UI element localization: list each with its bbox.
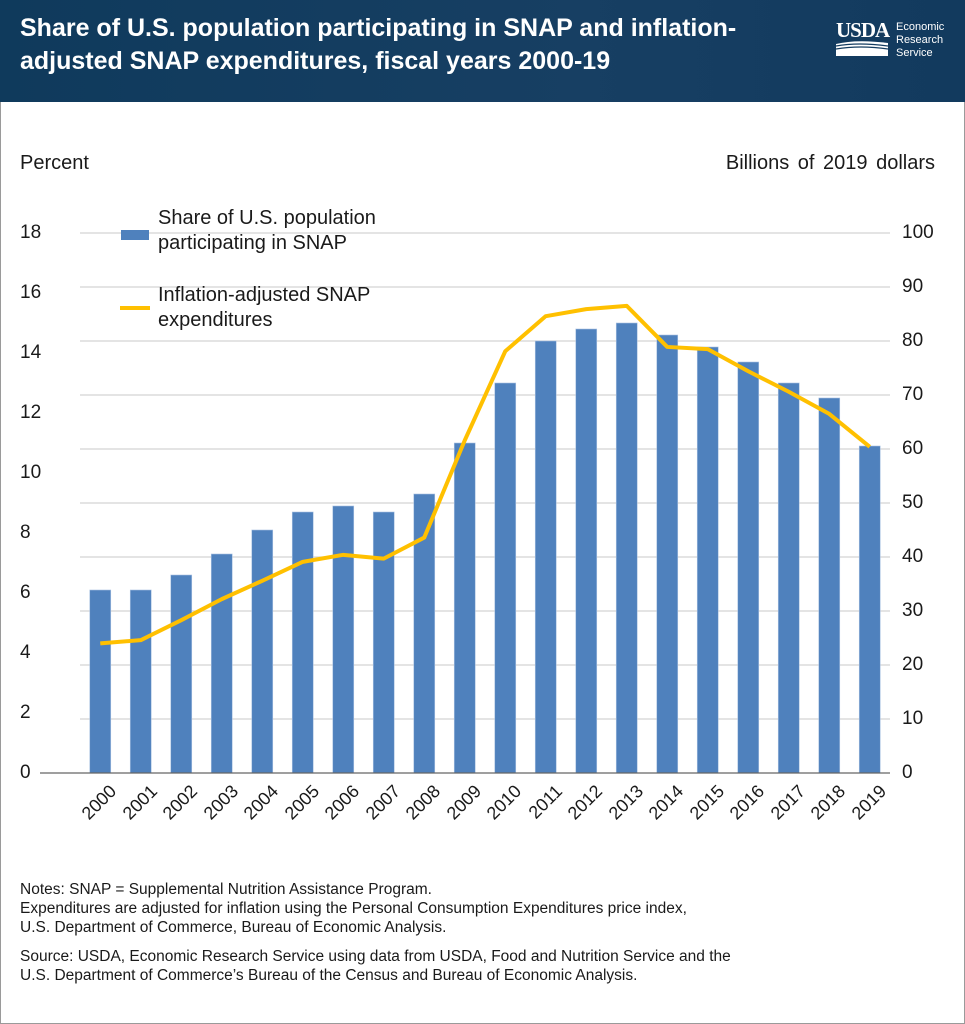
bar-2000 — [89, 589, 112, 774]
bar-2005 — [291, 511, 314, 774]
source-line: Source: USDA, Economic Research Service … — [20, 948, 731, 965]
logo-line: Economic — [896, 21, 945, 33]
right-y-tick-label: 50 — [902, 492, 924, 513]
left-y-tick-label: 16 — [20, 282, 42, 303]
left-y-tick-label: 14 — [20, 342, 42, 363]
left-axis-title: Percent — [20, 152, 89, 174]
logo-line: Research — [896, 34, 944, 46]
bar-2009 — [453, 442, 476, 774]
legend-label: Share of U.S. population — [158, 207, 376, 229]
source-text: Source: USDA, Economic Research Service … — [20, 947, 950, 985]
right-y-tick-label: 20 — [902, 654, 924, 675]
left-y-tick-label: 2 — [20, 702, 31, 723]
bar-2018 — [818, 397, 841, 774]
note-line: Expenditures are adjusted for inflation … — [20, 900, 687, 917]
left-y-tick-label: 6 — [20, 582, 31, 603]
expenditure-line — [100, 303, 872, 646]
bar-2014 — [656, 334, 679, 774]
right-y-tick-label: 10 — [902, 708, 924, 729]
right-axis-title: Billions of 2019 dollars — [725, 152, 935, 174]
bar-2003 — [210, 553, 233, 774]
bar-2016 — [737, 361, 760, 774]
right-y-tick-label: 100 — [902, 222, 934, 243]
right-y-tick-label: 80 — [902, 330, 924, 351]
legend-label: Inflation-adjusted SNAP — [158, 284, 371, 306]
chart-title: Share of U.S. population participating i… — [20, 14, 737, 75]
right-y-tick-label: 70 — [902, 384, 924, 405]
bar-2011 — [534, 340, 557, 774]
right-y-tick-label: 90 — [902, 276, 924, 297]
notes-text: Notes: SNAP = Supplemental Nutrition Ass… — [20, 880, 950, 937]
left-y-tick-label: 4 — [20, 642, 31, 663]
legend-item-line: Inflation-adjusted SNAP expenditures — [158, 283, 370, 333]
right-y-tick-label: 60 — [902, 438, 924, 459]
usda-wave-icon — [836, 41, 888, 56]
bar-2004 — [251, 529, 274, 774]
header-band: Share of U.S. population participating i… — [0, 0, 965, 102]
logo-line: Service — [896, 47, 933, 59]
legend-item-bars: Share of U.S. population participating i… — [158, 206, 376, 256]
legend-swatch-bar — [121, 230, 149, 240]
bar-2013 — [615, 322, 638, 774]
note-line: Notes: SNAP = Supplemental Nutrition Ass… — [20, 881, 432, 898]
right-y-tick-label: 0 — [902, 762, 913, 783]
bar-2001 — [129, 589, 152, 774]
legend-label: participating in SNAP — [158, 232, 347, 254]
right-y-tick-label: 30 — [902, 600, 924, 621]
left-y-tick-label: 18 — [20, 222, 42, 243]
legend-label: expenditures — [158, 309, 273, 331]
right-y-tick-label: 40 — [902, 546, 924, 567]
bar-2012 — [575, 328, 598, 774]
bar-2010 — [494, 382, 517, 774]
source-line: U.S. Department of Commerce’s Bureau of … — [20, 967, 638, 984]
bar-2002 — [170, 574, 193, 774]
ers-logo-text: Economic Research Service — [896, 21, 944, 60]
bar-2019 — [858, 445, 881, 774]
left-y-tick-label: 0 — [20, 762, 31, 783]
bar-2017 — [777, 382, 800, 774]
bar-2015 — [696, 346, 719, 774]
bar-2006 — [332, 505, 355, 774]
note-line: U.S. Department of Commerce, Bureau of E… — [20, 919, 447, 936]
bar-2007 — [372, 511, 395, 774]
left-y-tick-label: 8 — [20, 522, 31, 543]
usda-logo-mark: USDA — [836, 18, 890, 42]
left-y-tick-label: 12 — [20, 402, 42, 423]
left-y-tick-label: 10 — [20, 462, 42, 483]
usda-ers-logo: USDA Economic Research Service — [836, 18, 956, 66]
notes: Notes: SNAP = Supplemental Nutrition Ass… — [20, 880, 950, 995]
